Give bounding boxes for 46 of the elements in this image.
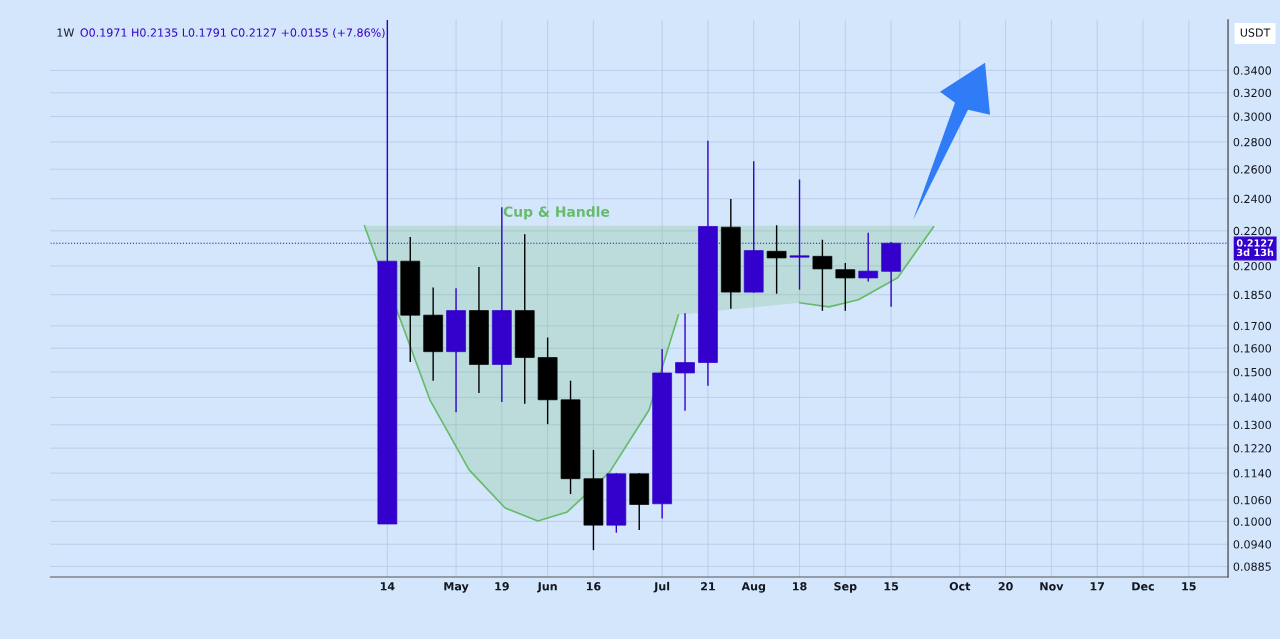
candlestick <box>675 312 695 412</box>
candlestick <box>812 238 833 312</box>
text: 1W <box>57 28 75 37</box>
y-tick-label: 0.1060 <box>1233 495 1272 505</box>
x-tick-label: 15 <box>1182 582 1196 591</box>
x-tick-label: 18 <box>793 582 807 591</box>
x-tick-label: 19 <box>495 582 509 591</box>
y-tick-label: 0.1220 <box>1233 444 1272 453</box>
x-tick-label: Dec <box>1132 582 1154 591</box>
y-tick-label: 0.1500 <box>1233 367 1272 377</box>
y-tick-label: 0.1400 <box>1233 393 1272 402</box>
x-tick-label: Oct <box>949 582 971 591</box>
y-tick-label: 0.0885 <box>1233 562 1271 571</box>
x-tick-label: Jul <box>653 581 670 593</box>
y-tick-label: 0.2400 <box>1233 194 1272 204</box>
ref-line-label: 0.2127 3d 13h <box>1236 239 1274 257</box>
y-tick-label: 0.2800 <box>1233 137 1272 147</box>
y-axis-title: USDT <box>1240 28 1271 37</box>
y-tick-label: 0.1850 <box>1233 290 1272 300</box>
candlestick <box>835 262 856 312</box>
y-tick-label: 0.2200 <box>1233 226 1272 236</box>
y-tick-label: 0.0940 <box>1233 540 1272 549</box>
y-tick-label: 0.1300 <box>1233 420 1272 430</box>
candlestick <box>766 224 787 295</box>
y-tick-label: 0.3200 <box>1233 88 1272 98</box>
y-tick-label: 0.2000 <box>1233 261 1272 271</box>
x-tick-label: Sep <box>834 582 857 593</box>
y-tick-label: 0.1700 <box>1233 321 1272 331</box>
x-tick-label: Nov <box>1040 582 1064 591</box>
x-tick-label: Jun <box>537 582 557 593</box>
x-tick-label: 20 <box>998 582 1013 591</box>
x-tick-label: May <box>444 582 469 593</box>
x-tick-label: 21 <box>701 582 715 591</box>
y-tick-label: 0.3400 <box>1233 66 1272 75</box>
y-tick-label: 0.1140 <box>1233 469 1272 478</box>
x-tick-label: 14 <box>380 582 395 591</box>
y-tick-label: 0.1000 <box>1233 517 1272 526</box>
y-tick-label: 0.2600 <box>1233 165 1272 174</box>
x-tick-label: 17 <box>1090 582 1105 591</box>
x-tick-label: 16 <box>586 582 601 591</box>
x-tick-label: 15 <box>884 582 899 591</box>
x-tick-label: Aug <box>741 582 766 593</box>
y-tick-label: 0.1600 <box>1233 344 1272 353</box>
annotation: Cup & Handle <box>503 206 610 220</box>
y-tick-label: 0.3000 <box>1233 112 1272 121</box>
text: O0.1971 H0.2135 L0.1791 C0.2127 +0.0155 (+7.86%) <box>80 28 385 39</box>
